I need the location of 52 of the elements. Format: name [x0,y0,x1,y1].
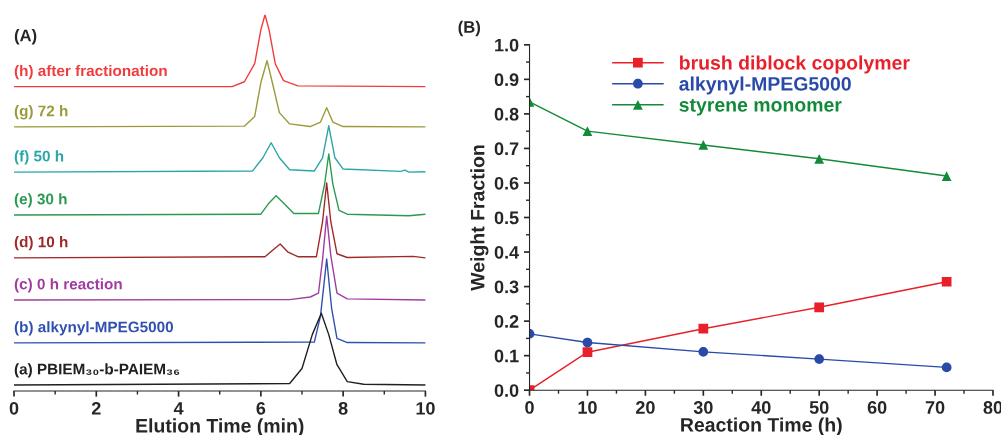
x-tick-label: 4 [173,402,184,415]
series-label: (e) 30 h [14,193,67,208]
x-tick-label: 30 [693,401,713,414]
point [698,140,709,150]
legend-label: brush diblock copolymer [680,55,910,74]
x-axis-title: Reaction Time (h) [681,417,842,435]
text: (A) [14,29,37,45]
chart-title: (B) [458,20,480,37]
point [582,347,593,358]
y-tick-label: 0.1 [494,349,519,363]
y-axis-title: Weight Fraction [470,145,489,291]
y-tick-label: 0.6 [494,176,519,190]
x-tick-label: 10 [416,401,435,415]
point [941,171,952,181]
series-label: (f) 50 h [14,150,64,165]
x-tick-label: 2 [91,401,101,415]
y-tick-label: 0.3 [494,280,519,294]
x-tick-label: 8 [338,401,348,415]
y-tick-label: 0.9 [494,73,519,87]
series-label: (c) 0 h reaction [14,278,122,293]
y-tick-label: 0.4 [494,245,520,259]
x-tick-label: 70 [925,401,945,414]
y-tick-label: 0.7 [494,142,519,156]
x-tick-label: 6 [256,401,266,415]
point [698,323,709,334]
y-tick-label: 0.8 [494,107,519,121]
series-label: (g) 72 h [14,105,68,120]
x-tick-label: 50 [809,401,829,414]
point [941,362,952,373]
x-tick-label: 60 [867,401,887,414]
x-tick-label: 10 [578,401,597,414]
point [941,276,952,287]
x-tick-label: 0 [9,401,19,415]
y-tick-label: 0.2 [494,315,519,328]
y-tick-label: 1.0 [495,38,519,52]
x-tick-label: 40 [751,401,771,414]
series-label: (a) PBIEM₃₀-b-PAIEM₃₆ [14,363,180,378]
legend-label: alkynyl-MPEG5000 [679,76,851,95]
point [582,126,593,137]
y-tick-label: 0.0 [494,384,519,397]
y-tick-label: 0.5 [494,211,519,225]
point [814,302,825,313]
x-tick-label: 0 [525,401,534,414]
point [698,347,709,357]
series-label: (d) 10 h [14,236,68,251]
point [814,153,825,164]
point [814,354,825,364]
legend-label: styrene monomer [679,98,842,116]
x-tick-label: 20 [635,401,655,414]
point [582,337,593,348]
series-label: (b) alkynyl-MPEG5000 [14,321,174,336]
series-label: (h) after fractionation [14,64,167,80]
